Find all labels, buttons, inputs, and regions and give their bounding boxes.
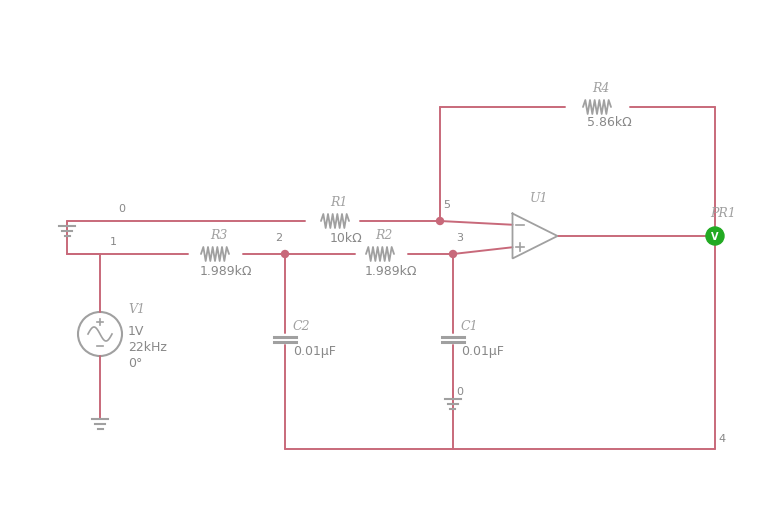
Text: 5.86kΩ: 5.86kΩ: [587, 116, 631, 129]
Text: 1.989kΩ: 1.989kΩ: [200, 265, 252, 277]
Text: R4: R4: [592, 82, 609, 95]
Text: 0°: 0°: [128, 356, 142, 369]
Text: 22kHz: 22kHz: [128, 341, 167, 353]
Text: 0.01μF: 0.01μF: [461, 344, 504, 357]
Text: R3: R3: [210, 229, 228, 242]
Text: 1.989kΩ: 1.989kΩ: [365, 265, 418, 277]
Text: 1V: 1V: [128, 324, 144, 337]
Text: 2: 2: [275, 233, 282, 242]
Text: R1: R1: [330, 195, 347, 209]
Text: U1: U1: [530, 192, 548, 205]
Circle shape: [712, 233, 719, 240]
Circle shape: [436, 218, 443, 225]
Text: 4: 4: [718, 433, 725, 443]
Text: V: V: [711, 232, 719, 242]
Circle shape: [282, 251, 289, 258]
Text: 0.01μF: 0.01μF: [293, 344, 336, 357]
Text: C2: C2: [293, 319, 310, 332]
Text: 3: 3: [456, 233, 463, 242]
Text: C1: C1: [461, 319, 479, 332]
Text: 1: 1: [110, 237, 117, 246]
Circle shape: [706, 228, 724, 245]
Text: 10kΩ: 10kΩ: [330, 232, 363, 244]
Text: V1: V1: [128, 302, 145, 316]
Text: 0: 0: [456, 386, 463, 396]
Text: 0: 0: [118, 204, 125, 214]
Text: 5: 5: [443, 200, 450, 210]
Text: PR1: PR1: [710, 207, 736, 219]
Circle shape: [449, 251, 456, 258]
Text: R2: R2: [375, 229, 392, 242]
